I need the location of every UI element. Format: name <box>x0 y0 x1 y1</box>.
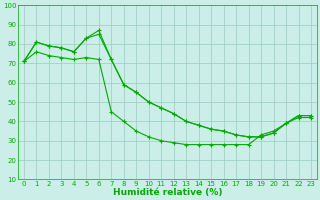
X-axis label: Humidité relative (%): Humidité relative (%) <box>113 188 222 197</box>
